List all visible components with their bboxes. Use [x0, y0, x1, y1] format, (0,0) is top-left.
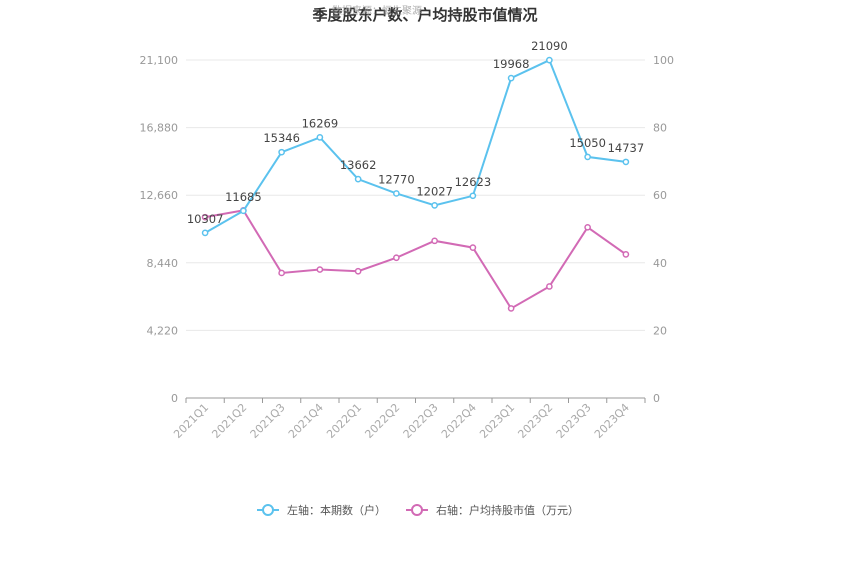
x-tick-label: 2022Q2 — [362, 401, 402, 441]
x-tick-label: 2022Q3 — [401, 401, 441, 441]
chart-title: 季度股东户数、户均持股市值情况 — [312, 6, 537, 24]
data-label: 12027 — [416, 184, 453, 198]
series-left-point — [546, 56, 553, 64]
data-label: 15346 — [263, 131, 300, 145]
data-label: 14737 — [608, 141, 645, 155]
left-tick-label: 12,660 — [140, 189, 179, 202]
right-tick-label: 0 — [653, 392, 660, 405]
x-axis: 2021Q12021Q22021Q32021Q42022Q12022Q22022… — [171, 398, 646, 441]
series-right-point — [546, 283, 553, 290]
legend-item-right-label: 右轴：户均持股市值（万元） — [436, 503, 579, 517]
series-left-point — [316, 134, 324, 141]
right-tick-label: 40 — [653, 257, 667, 270]
x-tick-label: 2021Q2 — [209, 401, 249, 441]
x-tick-label: 2021Q3 — [248, 401, 288, 441]
series-right-point — [431, 237, 438, 245]
right-tick-label: 60 — [653, 189, 667, 202]
data-label: 19968 — [493, 57, 530, 71]
series-left-point — [201, 229, 209, 237]
x-tick-label: 2021Q1 — [171, 401, 211, 441]
series-right-point — [201, 213, 209, 221]
right-tick-label: 100 — [653, 54, 674, 67]
series-right-point — [507, 305, 515, 312]
legend[interactable]: 左轴：本期数（户） 右轴：户均持股市值（万元） — [257, 503, 579, 517]
series-right-line — [204, 209, 627, 310]
series-left — [201, 56, 630, 237]
data-label: 21090 — [531, 39, 568, 53]
left-tick-label: 8,440 — [147, 257, 179, 270]
legend-item-left-label: 左轴：本期数（户） — [287, 503, 386, 517]
series-left-point — [354, 175, 362, 183]
left-axis: 0 4,220 8,440 12,660 16,880 21,100 — [140, 54, 179, 405]
series-left-point — [622, 158, 630, 166]
series-left-point — [507, 74, 515, 82]
series-right-point — [278, 269, 285, 277]
data-label: 15050 — [569, 136, 606, 150]
series-left-point — [278, 148, 285, 156]
left-tick-label: 0 — [171, 392, 178, 405]
legend-item-right[interactable]: 右轴：户均持股市值（万元） — [406, 503, 579, 517]
right-tick-label: 20 — [653, 324, 667, 337]
left-tick-label: 16,880 — [140, 122, 179, 135]
data-label: 13662 — [340, 158, 377, 172]
series-right-point — [622, 251, 630, 258]
x-tick-label: 2023Q1 — [477, 401, 517, 441]
x-tick-label: 2023Q2 — [515, 401, 555, 441]
data-label: 11685 — [225, 190, 262, 204]
series-right — [201, 207, 630, 312]
series-right-point — [354, 267, 362, 275]
series-left-point — [584, 153, 591, 161]
series-left-point — [469, 192, 477, 200]
left-tick-label: 4,220 — [147, 324, 179, 337]
legend-item-left-marker-icon — [262, 504, 274, 516]
series-right-point — [469, 244, 477, 251]
right-tick-label: 80 — [653, 122, 667, 135]
series-left-point — [431, 201, 438, 209]
series-right-point — [316, 266, 324, 273]
x-tick-label: 2022Q1 — [324, 401, 364, 441]
x-tick-label: 2021Q4 — [286, 401, 326, 441]
x-tick-label: 2022Q4 — [439, 401, 479, 441]
left-tick-label: 21,100 — [140, 54, 179, 67]
watermark: 数据来源：恒生聚源 — [332, 4, 422, 17]
legend-item-right-marker-icon — [411, 504, 423, 516]
right-axis: 0 20 40 60 80 100 — [653, 54, 674, 405]
series-left-point — [240, 207, 247, 215]
legend-item-left[interactable]: 左轴：本期数（户） — [257, 503, 386, 517]
data-label: 12623 — [455, 175, 492, 189]
series-right-point — [393, 254, 400, 262]
series-left-point — [393, 190, 400, 197]
data-label: 16269 — [302, 116, 339, 130]
series-right-point — [584, 223, 591, 231]
x-tick-label: 2023Q4 — [592, 401, 632, 441]
data-label: 12770 — [378, 172, 415, 186]
x-tick-label: 2023Q3 — [554, 401, 594, 441]
series-left-line — [204, 58, 627, 234]
data-label: 10307 — [187, 212, 224, 226]
